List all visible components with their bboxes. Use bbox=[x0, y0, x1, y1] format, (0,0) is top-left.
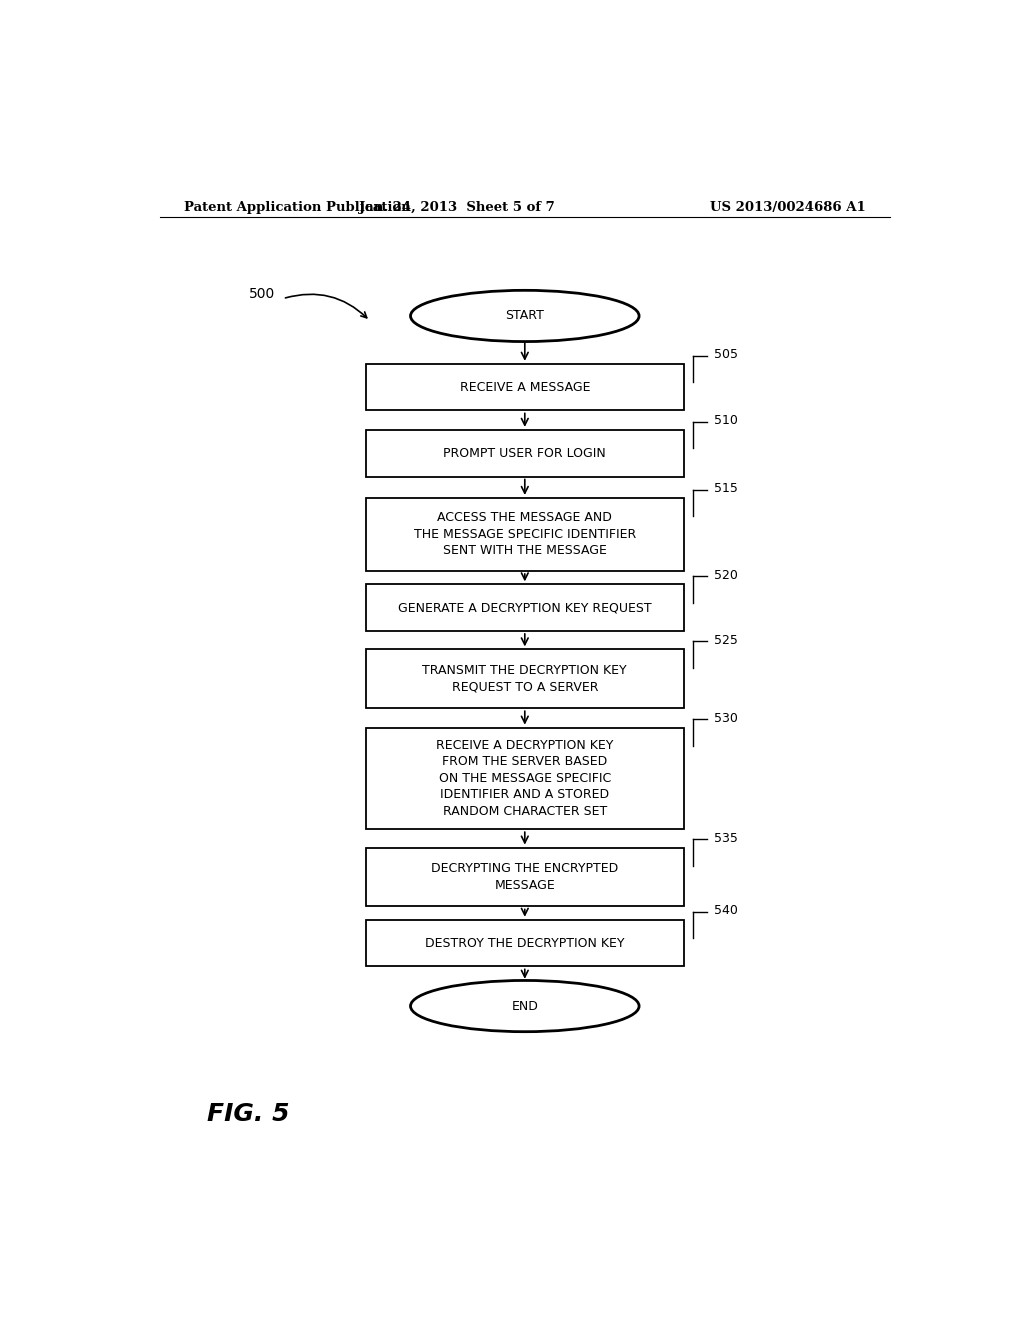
Text: DESTROY THE DECRYPTION KEY: DESTROY THE DECRYPTION KEY bbox=[425, 937, 625, 949]
Text: GENERATE A DECRYPTION KEY REQUEST: GENERATE A DECRYPTION KEY REQUEST bbox=[398, 601, 651, 614]
Text: START: START bbox=[506, 309, 544, 322]
Text: FIG. 5: FIG. 5 bbox=[207, 1102, 290, 1126]
FancyBboxPatch shape bbox=[367, 430, 684, 477]
Ellipse shape bbox=[411, 290, 639, 342]
Text: 525: 525 bbox=[714, 634, 737, 647]
Text: Jan. 24, 2013  Sheet 5 of 7: Jan. 24, 2013 Sheet 5 of 7 bbox=[359, 201, 555, 214]
Text: 540: 540 bbox=[714, 904, 737, 917]
Text: 535: 535 bbox=[714, 832, 737, 845]
Text: US 2013/0024686 A1: US 2013/0024686 A1 bbox=[711, 201, 866, 214]
Text: 510: 510 bbox=[714, 414, 737, 428]
Text: 500: 500 bbox=[249, 286, 274, 301]
FancyBboxPatch shape bbox=[367, 727, 684, 829]
Text: 515: 515 bbox=[714, 482, 737, 495]
Text: DECRYPTING THE ENCRYPTED
MESSAGE: DECRYPTING THE ENCRYPTED MESSAGE bbox=[431, 862, 618, 892]
Text: 520: 520 bbox=[714, 569, 737, 582]
FancyBboxPatch shape bbox=[367, 847, 684, 907]
Text: PROMPT USER FOR LOGIN: PROMPT USER FOR LOGIN bbox=[443, 446, 606, 459]
Text: RECEIVE A DECRYPTION KEY
FROM THE SERVER BASED
ON THE MESSAGE SPECIFIC
IDENTIFIE: RECEIVE A DECRYPTION KEY FROM THE SERVER… bbox=[436, 739, 613, 818]
Ellipse shape bbox=[411, 981, 639, 1032]
Text: ACCESS THE MESSAGE AND
THE MESSAGE SPECIFIC IDENTIFIER
SENT WITH THE MESSAGE: ACCESS THE MESSAGE AND THE MESSAGE SPECI… bbox=[414, 511, 636, 557]
FancyBboxPatch shape bbox=[367, 649, 684, 709]
FancyBboxPatch shape bbox=[367, 498, 684, 572]
FancyBboxPatch shape bbox=[367, 364, 684, 411]
FancyBboxPatch shape bbox=[367, 920, 684, 966]
Text: TRANSMIT THE DECRYPTION KEY
REQUEST TO A SERVER: TRANSMIT THE DECRYPTION KEY REQUEST TO A… bbox=[423, 664, 627, 693]
Text: END: END bbox=[511, 999, 539, 1012]
FancyBboxPatch shape bbox=[367, 585, 684, 631]
Text: 505: 505 bbox=[714, 348, 737, 362]
Text: 530: 530 bbox=[714, 711, 737, 725]
Text: Patent Application Publication: Patent Application Publication bbox=[183, 201, 411, 214]
Text: RECEIVE A MESSAGE: RECEIVE A MESSAGE bbox=[460, 380, 590, 393]
